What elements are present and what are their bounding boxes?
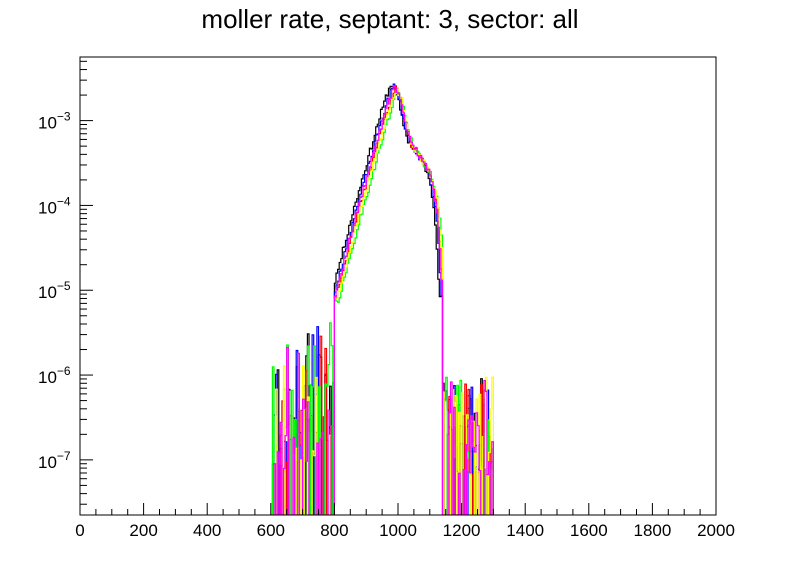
y-tick-label: 10−7 (38, 449, 71, 472)
y-tick-label: 10−5 (38, 279, 71, 302)
x-tick-label: 800 (320, 521, 348, 540)
y-tick-label: 10−4 (38, 194, 71, 217)
y-tick-label: 10−3 (38, 110, 71, 133)
plot-frame (79, 56, 717, 516)
x-tick-label: 1400 (506, 521, 544, 540)
x-tick-label: 2000 (697, 521, 735, 540)
x-tick-label: 1600 (570, 521, 608, 540)
series-line-6 (270, 85, 494, 515)
series-line-5 (270, 88, 494, 515)
chart-title: moller rate, septant: 3, sector: all (201, 4, 578, 34)
x-tick-label: 1000 (379, 521, 417, 540)
x-tick-label: 1800 (633, 521, 671, 540)
x-tick-label: 600 (257, 521, 285, 540)
series-layer (270, 83, 494, 515)
y-tick-label: 10−6 (38, 364, 71, 387)
x-tick-label: 200 (129, 521, 157, 540)
axis-layer: 0 200 400 600 800 1000 1200 1400 1600 1800 2000 10−… (38, 60, 735, 540)
x-tick-label: 0 (75, 521, 84, 540)
x-tick-label: 400 (193, 521, 221, 540)
x-tick-label: 1200 (443, 521, 481, 540)
